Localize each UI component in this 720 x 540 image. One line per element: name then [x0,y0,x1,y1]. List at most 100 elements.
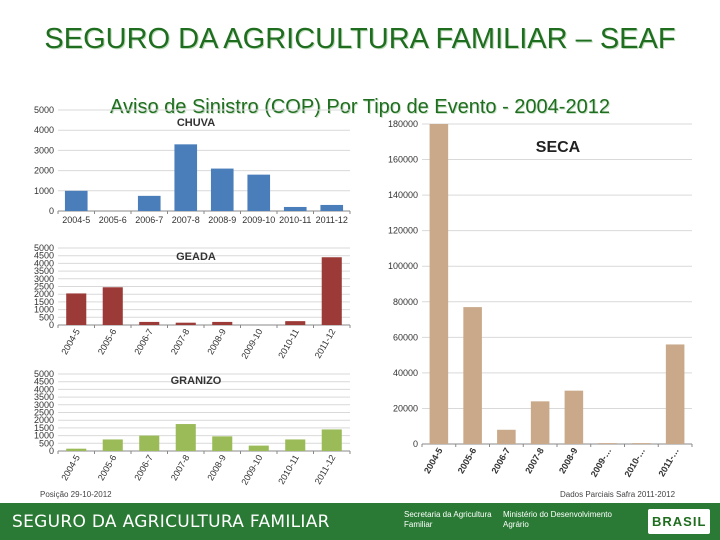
x-category-label: 2010-11 [279,215,311,225]
y-tick-label: 500 [39,312,54,322]
y-tick-label: 5000 [34,243,54,253]
chart-chuva: 0 1000 2000 3000 4000 5000 2004-5 2005-6 2006-7 2… [34,105,351,225]
y-tick-label: 0 [49,206,54,216]
chart-title: GEADA [176,251,216,263]
x-category-label: 2007-8 [172,215,200,225]
y-tick-label: 1000 [34,186,54,196]
y-tick-label: 2000 [34,166,54,176]
y-tick-label: 180000 [388,119,418,129]
y-tick-label: 4000 [34,384,54,394]
bar-2007-8 [175,322,196,325]
y-tick-label: 2500 [34,408,54,418]
y-tick-label: 4000 [34,258,54,268]
bar-2011-12 [320,204,344,211]
x-category-label: 2007-8 [169,453,192,482]
x-category-label: 2011-12 [316,215,348,225]
bar-2008-9 [210,168,234,211]
x-category-label: 2009-… [589,446,614,479]
bar-2005-6 [102,439,123,451]
y-tick-label: 100000 [388,261,418,271]
x-category-label: 2006-7 [489,446,512,475]
bar-2009-10 [248,445,269,451]
bar-2008-9 [564,390,584,444]
x-category-label: 2008-9 [557,446,580,475]
bar-2009-… [598,443,617,444]
slide-title: SEGURO DA AGRICULTURA FAMILIAR – SEAF [44,23,676,55]
chart-seca: 0 20000 40000 60000 80000 100000 120000 140000 1… [388,119,693,479]
x-category-label: 2004-5 [62,215,90,225]
secretaria-logo: Secretaria da Agricultura Familiar [404,510,492,529]
brasil-logo-text: BRASIL [652,514,707,529]
y-tick-label: 1500 [34,297,54,307]
chart-title: GRANIZO [171,375,222,387]
bar-2007-8 [174,144,198,211]
x-category-label: 2005-6 [96,453,119,482]
position-note: Posição 29-10-2012 [40,490,112,499]
x-category-label: 2010-11 [276,453,301,486]
x-category-label: 2007-8 [169,327,192,356]
y-tick-label: 5000 [34,369,54,379]
bar-2009-10 [247,174,271,211]
y-tick-label: 140000 [388,190,418,200]
bar-2004-5 [66,293,87,325]
chart-geada: 0500100015002000250030003500400045005000… [34,243,351,361]
y-tick-label: 3000 [34,145,54,155]
bar-2004-5 [64,190,88,211]
y-tick-label: 2500 [34,282,54,292]
bar-2011-… [665,344,685,444]
y-tick-label: 500 [39,438,54,448]
x-category-label: 2004-5 [59,327,82,356]
bar-2005-6 [463,307,482,444]
x-category-label: 2010-11 [276,327,301,360]
bar-2011-12 [321,429,342,451]
x-category-label: 2009-10 [239,327,264,361]
y-tick-label: 160000 [388,155,418,165]
bar-2010-11 [285,439,306,451]
x-category-label: 2011-12 [313,453,338,486]
slide-subtitle: Aviso de Sinistro (COP) Por Tipo de Even… [110,96,610,118]
bar-2005-6 [102,287,123,325]
y-tick-label: 0 [413,439,418,449]
y-tick-label: 2000 [34,289,54,299]
bar-2006-7 [139,435,160,451]
bar-2010-11 [285,321,306,325]
x-category-label: 2005-6 [99,215,127,225]
y-tick-label: 4500 [34,377,54,387]
bar-2004-5 [429,124,449,444]
x-category-label: 2007-8 [523,446,546,475]
x-category-label: 2008-9 [208,215,236,225]
bar-2007-8 [530,401,550,444]
y-tick-label: 40000 [393,368,418,378]
bar-2006-7 [497,429,516,444]
y-tick-label: 3500 [34,392,54,402]
y-tick-label: 20000 [393,403,418,413]
bar-2008-9 [212,436,233,451]
x-category-label: 2008-9 [205,453,228,482]
x-category-label: 2004-5 [59,453,82,482]
bar-2006-7 [137,195,161,211]
y-tick-label: 3000 [34,400,54,410]
x-category-label: 2009-10 [242,215,275,225]
footer-title: SEGURO DA AGRICULTURA FAMILIAR [12,512,330,532]
bar-2004-5 [66,448,87,451]
y-tick-label: 120000 [388,226,418,236]
partial-data-note: Dados Parciais Safra 2011-2012 [560,490,676,499]
x-category-label: 2005-6 [456,446,479,475]
y-tick-label: 4500 [34,251,54,261]
y-tick-label: 4000 [34,125,54,135]
chart-title: CHUVA [177,117,215,129]
brasil-logo: BRASIL [648,509,710,534]
y-tick-label: 80000 [393,297,418,307]
x-category-label: 2011-… [656,446,680,478]
bar-2007-8 [175,424,196,451]
x-category-label: 2009-10 [239,453,264,487]
y-tick-label: 1000 [34,305,54,315]
bar-2010-… [632,443,651,444]
x-category-label: 2008-9 [205,327,228,356]
chart-granizo: 0500100015002000250030003500400045005000… [34,369,351,487]
y-tick-label: 3500 [34,266,54,276]
footer-bar: SEGURO DA AGRICULTURA FAMILIAR Secretari… [0,503,720,540]
bar-2011-12 [321,257,342,325]
ministerio-logo: Ministério do Desenvolvimento Agrário [503,510,612,529]
bar-2010-11 [283,206,307,211]
